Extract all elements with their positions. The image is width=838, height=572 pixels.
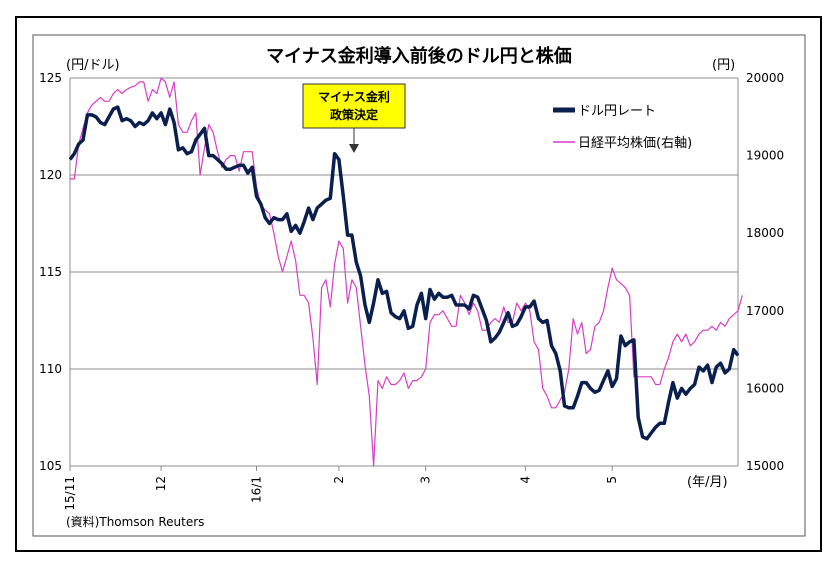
x-tick-label: 12 [154, 476, 168, 491]
annotation-line-1: マイナス金利 [318, 89, 390, 104]
axes [69, 78, 739, 467]
source-note: (資料)Thomson Reuters [66, 515, 204, 529]
left-axis-unit: (円/ドル) [66, 58, 120, 73]
x-tick-label: 5 [605, 476, 619, 484]
x-tick-label: 16/1 [250, 476, 264, 503]
right-tick-17000: 17000 [746, 304, 784, 318]
right-tick-16000: 16000 [746, 381, 784, 395]
series-line-usdjpy [68, 105, 740, 441]
annotation-arrowhead [349, 144, 359, 153]
right-tick-20000: 20000 [746, 71, 784, 85]
left-tick-115: 115 [39, 265, 62, 279]
x-tick-label: 4 [518, 476, 532, 484]
legend: ドル円レート 日経平均株価(右軸) [553, 104, 692, 151]
legend-label-usdjpy: ドル円レート [578, 104, 656, 119]
right-axis-unit: (円) [712, 58, 735, 73]
legend-label-nikkei: 日経平均株価(右軸) [578, 136, 692, 151]
right-axis-ticks: 15000 16000 17000 18000 19000 20000 [746, 71, 784, 473]
x-axis-ticks: 15/11 12 16/1 2 3 4 5 [63, 466, 619, 511]
left-tick-120: 120 [39, 168, 62, 182]
x-axis-unit: (年/月) [687, 475, 728, 490]
x-tick-label: 2 [332, 476, 346, 484]
annotation-line-2: 政策決定 [330, 107, 378, 122]
left-axis-ticks: 105 110 115 120 125 [39, 71, 62, 473]
x-tick-label: 3 [419, 476, 433, 484]
left-tick-105: 105 [39, 459, 62, 473]
chart-title: マイナス金利導入前後のドル円と株価 [266, 45, 572, 67]
x-tick-label: 15/11 [63, 476, 77, 511]
series [68, 77, 743, 467]
right-tick-18000: 18000 [746, 226, 784, 240]
gridlines [70, 77, 738, 370]
plot-frame [32, 34, 806, 537]
series-line-nikkei [70, 77, 743, 467]
left-tick-110: 110 [39, 362, 62, 376]
annotation-callout: マイナス金利 政策決定 [302, 83, 406, 153]
right-tick-19000: 19000 [746, 149, 784, 163]
annotation-box [302, 83, 406, 129]
right-tick-15000: 15000 [746, 459, 784, 473]
left-tick-125: 125 [39, 71, 62, 85]
